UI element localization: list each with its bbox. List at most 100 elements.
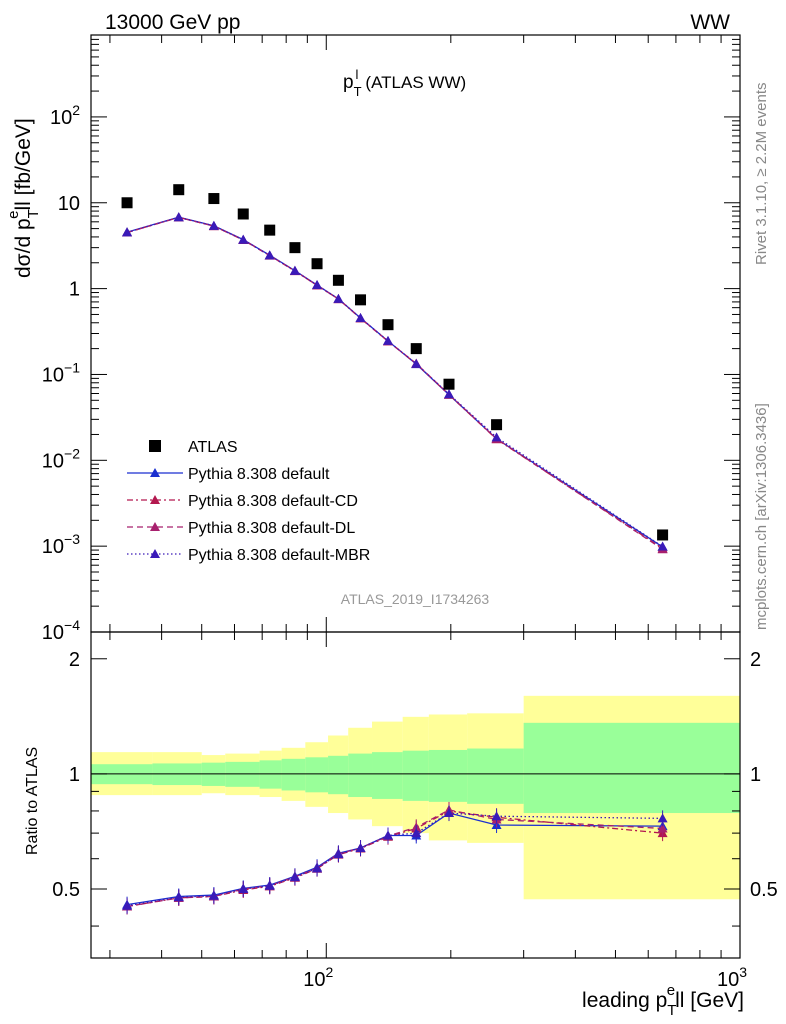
y-tick-label-exp: 2: [72, 102, 80, 118]
series-point-3: [491, 432, 502, 442]
ratio-y-tick-label-right: 1: [750, 764, 761, 786]
ratio-point-3: [122, 900, 133, 910]
band-inner-bin: [328, 755, 349, 795]
title-sub: T: [354, 84, 362, 99]
ratio-y-tick-label-right: 2: [750, 649, 761, 671]
ratio-point-3: [238, 883, 249, 893]
ylabel-sup: e: [5, 210, 22, 218]
series-point-3: [264, 250, 275, 260]
legend-label: Pythia 8.308 default-DL: [188, 520, 355, 537]
data-point: [657, 529, 669, 541]
analysis-id: ATLAS_2019_I1734263: [341, 591, 490, 607]
y-tick-label: 10: [58, 193, 80, 215]
legend-label: Pythia 8.308 default: [188, 466, 330, 483]
series-point-3: [312, 280, 323, 290]
legend-marker: [150, 468, 160, 477]
ratio-point-2: [657, 823, 668, 833]
ratio-y-tick-label: 0.5: [52, 879, 80, 901]
xlabel-sub: T: [667, 1002, 676, 1019]
ratio-point-3: [289, 872, 300, 882]
ratio-point-3: [491, 811, 502, 821]
data-point: [332, 274, 344, 286]
legend-label: Pythia 8.308 default-MBR: [188, 547, 370, 564]
ratio-line-0: [126, 812, 663, 906]
ylabel-sub: T: [25, 209, 42, 218]
legend-label: Pythia 8.308 default-CD: [188, 493, 358, 510]
xlabel-sup: e: [667, 982, 675, 999]
series-point-3: [355, 312, 366, 322]
data-point: [355, 294, 367, 306]
series-point-3: [333, 293, 344, 303]
data-point: [443, 378, 455, 390]
ylabel-post: ll [fb/GeV]: [12, 118, 35, 210]
x-tick-label-base: 10: [717, 969, 739, 991]
ratio-point-3: [173, 892, 184, 902]
y-tick-label: 1: [69, 279, 80, 301]
ratio-point-3: [312, 863, 323, 873]
ratio-point-3: [657, 813, 668, 823]
series-point-3: [383, 335, 394, 345]
legend: ATLAS Pythia 8.308 default Pythia 8.308 de…: [127, 439, 370, 564]
y-tick-label-base: 10: [42, 450, 64, 472]
y-tick-label: 10−2: [42, 445, 80, 472]
ratio-y-tick-label-right: 0.5: [750, 879, 778, 901]
y-tick-label-exp: −4: [64, 617, 80, 633]
title-sup: l: [356, 67, 359, 82]
data-point: [173, 184, 185, 196]
process-label: WW: [690, 11, 730, 34]
ratio-y-tick-label: 2: [69, 649, 80, 671]
ratio-y-tick-label: 1: [69, 764, 80, 786]
y-tick-label: 10−3: [42, 531, 80, 558]
y-tick-label-exp: −1: [64, 359, 80, 375]
x-tick-label-exp: 3: [739, 964, 747, 980]
y-tick-label: 102: [50, 102, 80, 129]
series-point-3: [173, 212, 184, 222]
ratio-bands: [91, 695, 740, 900]
band-inner-bin: [372, 752, 403, 799]
legend-marker: [150, 522, 160, 531]
x-tick-label: 102: [303, 964, 333, 991]
data-point: [491, 419, 503, 431]
main-plot: [121, 184, 669, 554]
band-inner-bin: [305, 757, 329, 793]
y-tick-label-base: 10: [42, 364, 64, 386]
x-tick-label: 103: [717, 964, 747, 991]
series-point-3: [657, 541, 668, 551]
band-inner-bin: [523, 722, 740, 814]
legend-label: ATLAS: [188, 439, 238, 456]
data-point: [289, 242, 301, 254]
main-frame: [90, 34, 741, 633]
data-point: [410, 343, 422, 355]
source-label: mcplots.cern.ch [arXiv:1306.3436]: [753, 403, 770, 630]
series-point-3: [208, 220, 219, 230]
xlabel-post: ll [GeV]: [675, 989, 744, 1012]
series-point-3: [122, 227, 133, 237]
y-tick-label: 10−4: [42, 617, 80, 644]
y-tick-label-exp: −2: [64, 445, 80, 461]
xlabel-pre: leading p: [582, 989, 667, 1012]
y-tick-label-exp: −3: [64, 531, 80, 547]
ratio-point-3: [264, 880, 275, 890]
series-point-3: [289, 265, 300, 275]
data-point: [264, 224, 276, 236]
xlabel: leading pTell [GeV]: [582, 982, 744, 1019]
y-tick-label-base: 10: [42, 536, 64, 558]
data-point: [311, 258, 323, 270]
energy-label: 13000 GeV pp: [105, 11, 240, 34]
series-point-3: [444, 389, 455, 399]
ratio-point-3: [383, 830, 394, 840]
legend-marker: [150, 495, 160, 504]
ratio-frame: [90, 631, 741, 959]
ratio-plot: [122, 801, 668, 915]
x-tick-label-base: 10: [303, 969, 325, 991]
data-point: [237, 208, 249, 220]
ratio-point-3: [355, 843, 366, 853]
title-main: p: [343, 72, 354, 93]
main-ylabel: dσ/d pTell [fb/GeV]: [5, 118, 42, 278]
ylabel-pre: dσ/d p: [12, 218, 35, 278]
band-inner-bin: [467, 748, 524, 804]
band-inner-bin: [348, 753, 373, 798]
ratio-line-3: [126, 812, 663, 907]
